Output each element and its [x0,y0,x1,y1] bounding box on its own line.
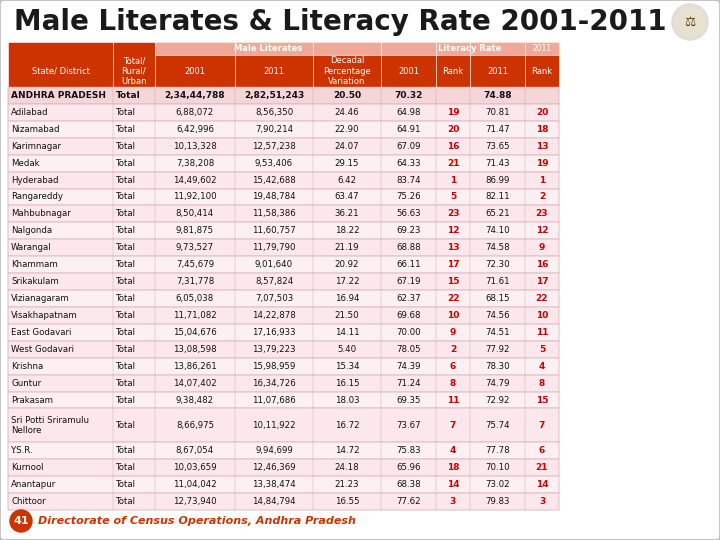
Text: 13,38,474: 13,38,474 [252,480,296,489]
Text: 21.50: 21.50 [335,311,359,320]
Text: 9,01,640: 9,01,640 [255,260,293,269]
Text: Directorate of Census Operations, Andhra Pradesh: Directorate of Census Operations, Andhra… [38,516,356,526]
Text: 6: 6 [450,362,456,370]
Text: Decadal
Percentage
Variation: Decadal Percentage Variation [323,56,371,86]
Text: 13: 13 [446,243,459,252]
Bar [8,87,559,104]
Text: 71.61: 71.61 [485,277,510,286]
Bar [8,408,559,442]
Text: Total: Total [116,141,136,151]
Text: Male Literates: Male Literates [234,44,302,53]
Text: 12: 12 [536,226,548,235]
Text: Total: Total [116,480,136,489]
Text: 15: 15 [446,277,459,286]
Text: 63.47: 63.47 [335,192,359,201]
Text: ⚖: ⚖ [685,16,696,29]
Text: 12,73,940: 12,73,940 [174,497,217,506]
Text: 6,88,072: 6,88,072 [176,108,214,117]
Bar [8,42,559,87]
Text: Rank: Rank [531,66,552,76]
Bar [8,104,559,121]
Text: 18: 18 [446,463,459,472]
Text: 68.15: 68.15 [485,294,510,303]
Text: Total: Total [116,192,136,201]
Text: 15,42,688: 15,42,688 [252,176,296,185]
Text: Total: Total [116,91,140,100]
Bar [8,290,559,307]
Text: 7,38,208: 7,38,208 [176,159,214,167]
Text: 10: 10 [536,311,548,320]
Text: State/ District: State/ District [32,66,89,76]
Text: 64.98: 64.98 [396,108,420,117]
Text: 8: 8 [450,379,456,388]
Text: 77.62: 77.62 [396,497,420,506]
Text: 74.58: 74.58 [485,243,510,252]
Text: 21.23: 21.23 [335,480,359,489]
Text: 13,86,261: 13,86,261 [173,362,217,370]
Text: 77.92: 77.92 [485,345,510,354]
Text: Karimnagar: Karimnagar [11,141,61,151]
Text: 8,50,414: 8,50,414 [176,210,214,218]
Bar [8,476,559,493]
Bar [8,375,559,392]
Text: Total: Total [116,497,136,506]
Text: 17: 17 [446,260,459,269]
Text: 14,07,402: 14,07,402 [173,379,217,388]
Text: 82.11: 82.11 [485,192,510,201]
Text: 2,34,44,788: 2,34,44,788 [165,91,225,100]
Text: Adilabad: Adilabad [11,108,48,117]
Text: 5.40: 5.40 [338,345,356,354]
Text: 64.91: 64.91 [396,125,420,134]
Text: 20.50: 20.50 [333,91,361,100]
Bar [8,188,559,205]
Text: 67.19: 67.19 [396,277,420,286]
Text: West Godavari: West Godavari [11,345,74,354]
Text: 72.92: 72.92 [485,395,510,404]
Text: 7,90,214: 7,90,214 [255,125,293,134]
Text: 68.88: 68.88 [396,243,420,252]
Text: 68.38: 68.38 [396,480,420,489]
Text: Anantapur: Anantapur [11,480,56,489]
Text: 8: 8 [539,379,545,388]
Text: 11,79,790: 11,79,790 [252,243,296,252]
Text: 11,07,686: 11,07,686 [252,395,296,404]
Text: Total: Total [116,176,136,185]
Text: 15,98,959: 15,98,959 [252,362,296,370]
Text: Medak: Medak [11,159,40,167]
Text: 78.05: 78.05 [396,345,420,354]
Text: 78.30: 78.30 [485,362,510,370]
Text: 7: 7 [539,421,545,430]
Text: Chittoor: Chittoor [11,497,45,506]
Text: Total: Total [116,159,136,167]
Text: 74.39: 74.39 [396,362,420,370]
Text: Total: Total [116,311,136,320]
Text: 20: 20 [536,108,548,117]
Text: 16: 16 [536,260,548,269]
Text: 12,46,369: 12,46,369 [252,463,296,472]
Text: 16,34,726: 16,34,726 [252,379,296,388]
Text: 7,31,778: 7,31,778 [176,277,214,286]
Bar [8,493,559,510]
Text: 22: 22 [446,294,459,303]
Text: Guntur: Guntur [11,379,41,388]
Text: 2011: 2011 [487,66,508,76]
Text: 3: 3 [450,497,456,506]
Text: 14,49,602: 14,49,602 [174,176,217,185]
Text: Total: Total [116,421,136,430]
Bar [8,205,559,222]
Text: 11,92,100: 11,92,100 [174,192,217,201]
Text: Visakhapatnam: Visakhapatnam [11,311,78,320]
Text: Total: Total [116,226,136,235]
Text: 73.65: 73.65 [485,141,510,151]
Text: Total: Total [116,210,136,218]
Text: 13,79,223: 13,79,223 [252,345,296,354]
Circle shape [674,6,706,38]
Text: 29.15: 29.15 [335,159,359,167]
Text: Total: Total [116,463,136,472]
Text: Total: Total [116,379,136,388]
Text: Total/
Rural/
Urban: Total/ Rural/ Urban [121,56,147,86]
Bar [8,442,559,459]
Text: 8,57,824: 8,57,824 [255,277,293,286]
Text: 75.26: 75.26 [396,192,420,201]
